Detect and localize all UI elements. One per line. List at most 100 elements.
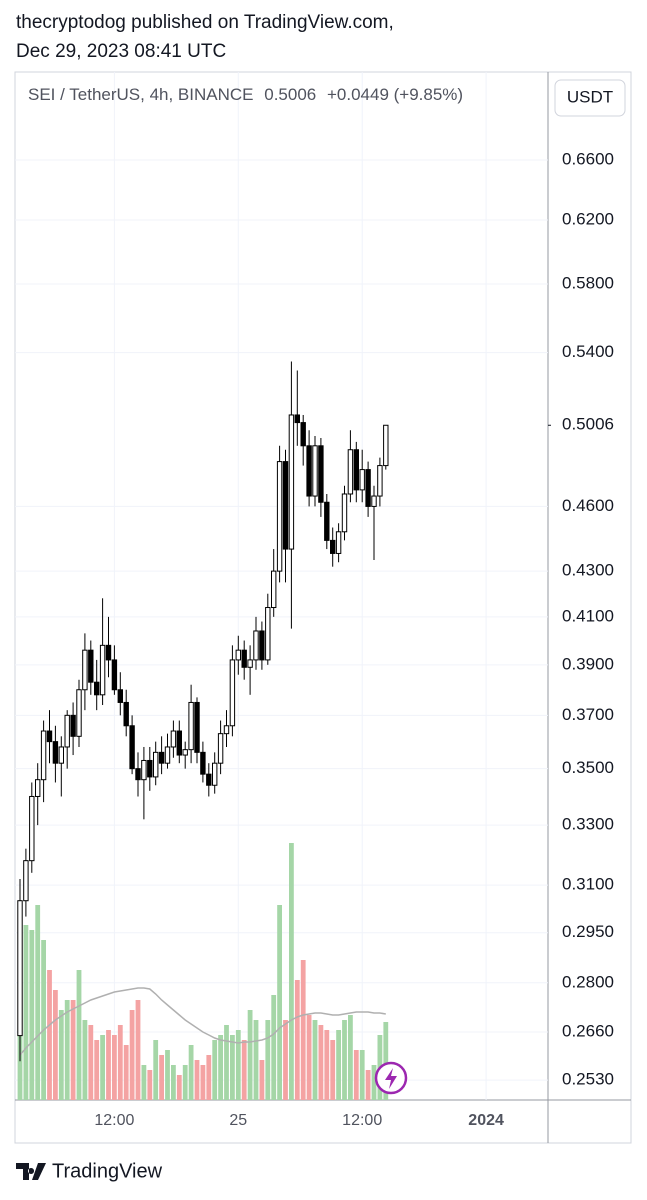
- volume-bar: [353, 1050, 359, 1100]
- candle-body: [241, 649, 247, 668]
- volume-bar: [259, 1060, 265, 1100]
- candle-body: [223, 725, 230, 735]
- volume-bar: [241, 1040, 247, 1100]
- volume-bar: [365, 1070, 371, 1100]
- volume-bar: [312, 1020, 318, 1100]
- plot: [17, 361, 389, 1100]
- volume-bar: [100, 1035, 105, 1100]
- volume-bar: [224, 1025, 229, 1100]
- candle-body: [247, 659, 253, 668]
- volume-bar: [182, 1065, 188, 1100]
- candle-body: [135, 768, 141, 781]
- candle-body: [117, 689, 123, 703]
- candle-body: [105, 644, 112, 661]
- y-tick-label: 0.3300: [562, 815, 614, 834]
- y-tick-label: 0.2800: [562, 972, 614, 991]
- y-tick-label: 0.3500: [562, 758, 614, 777]
- currency-label[interactable]: USDT: [567, 87, 613, 106]
- volume-bar: [277, 905, 282, 1100]
- volume-bar: [41, 940, 46, 1100]
- volume-bar: [359, 1050, 365, 1100]
- y-tick-label: 0.3900: [562, 654, 614, 673]
- volume-bar: [294, 980, 300, 1100]
- volume-bar: [247, 1010, 253, 1100]
- volume-bar: [117, 1025, 123, 1100]
- volume-bar: [200, 1065, 206, 1100]
- candle-body: [330, 539, 336, 554]
- volume-bar: [289, 843, 294, 1100]
- volume-bar: [253, 1020, 259, 1100]
- candle-body: [341, 493, 348, 533]
- x-tick-label: 12:00: [342, 1112, 382, 1129]
- volume-bar: [141, 1065, 147, 1100]
- volume-bar: [82, 1020, 88, 1100]
- volume-bar: [23, 925, 29, 1100]
- candle-body: [212, 762, 218, 786]
- y-tick-label: 0.4600: [562, 496, 614, 515]
- author-line: thecryptodog published on TradingView.co…: [16, 12, 394, 33]
- candle-body: [365, 469, 371, 507]
- volume-bar: [230, 1035, 235, 1100]
- volume-bar: [371, 1065, 377, 1100]
- candle-body: [217, 733, 224, 764]
- candle-body: [64, 714, 70, 748]
- candle-body: [318, 445, 324, 503]
- candle-body: [259, 630, 265, 661]
- volume-bar: [135, 1000, 141, 1100]
- candle-body: [383, 424, 389, 467]
- candle-body: [17, 900, 23, 1037]
- legend-change: +0.0449 (+9.85%): [327, 85, 463, 104]
- candle-body: [123, 701, 129, 727]
- candle-body: [253, 630, 259, 661]
- candle-body: [52, 741, 59, 764]
- legend: SEI / TetherUS, 4h, BINANCE 0.5006 +0.04…: [28, 85, 463, 104]
- volume-bar: [29, 930, 35, 1100]
- volume-bar: [53, 990, 58, 1100]
- volume-bar: [330, 1040, 336, 1100]
- volume-bar: [165, 1050, 170, 1100]
- volume-bar: [218, 1035, 223, 1100]
- volume-bar: [348, 1015, 353, 1100]
- candle-body: [276, 461, 283, 572]
- y-tick-label: 0.2950: [562, 922, 614, 941]
- candle-body: [188, 701, 194, 751]
- candle-body: [29, 795, 35, 862]
- volume-bar: [188, 1045, 194, 1100]
- volume-bar: [212, 1040, 218, 1100]
- candle-body: [265, 607, 271, 661]
- candle-body: [229, 659, 236, 727]
- candle-body: [158, 751, 165, 764]
- legend-symbol: SEI / TetherUS, 4h, BINANCE: [28, 85, 254, 104]
- candle-body: [306, 445, 312, 497]
- candle-body: [94, 681, 100, 696]
- volume-bar: [265, 1020, 271, 1100]
- x-tick-label: 25: [229, 1112, 247, 1129]
- volume-bar: [159, 1055, 164, 1100]
- candle-body: [353, 449, 360, 491]
- candle-body: [147, 759, 153, 778]
- candle-body: [82, 649, 88, 691]
- chart-frame: [14, 71, 632, 1144]
- volume-bar: [123, 1045, 129, 1100]
- y-tick-label: 0.3100: [562, 875, 614, 894]
- y-tick-label: 0.4100: [562, 606, 614, 625]
- volume-bar: [88, 1025, 94, 1100]
- candle-body: [288, 414, 295, 550]
- last-price-box: [551, 413, 629, 438]
- currency-button[interactable]: [554, 79, 626, 117]
- candle-body: [141, 759, 147, 781]
- legend-last: 0.5006: [264, 85, 316, 104]
- volume-bar: [324, 1030, 330, 1100]
- candle-body: [111, 659, 118, 691]
- candle-body: [235, 649, 242, 661]
- candle-body: [182, 749, 188, 756]
- candle-body: [23, 860, 29, 902]
- volume-bar: [194, 1060, 200, 1100]
- y-tick-label: 0.6600: [562, 149, 614, 168]
- volume-bar: [306, 1015, 312, 1100]
- y-tick-label: 0.5400: [562, 342, 614, 361]
- candle-body: [170, 730, 177, 748]
- volume-bar: [94, 1040, 100, 1100]
- y-tick-label: 0.2530: [562, 1070, 614, 1089]
